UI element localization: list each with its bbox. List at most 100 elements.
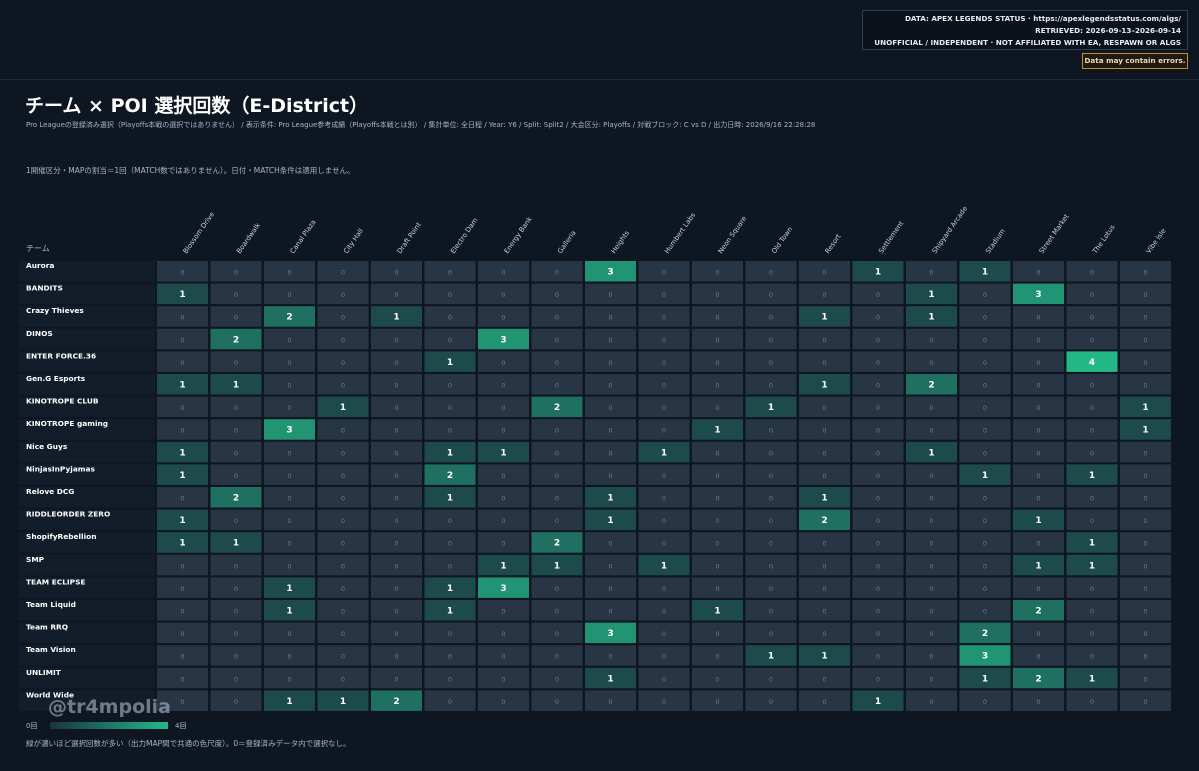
heatmap-cell <box>157 464 208 485</box>
heatmap-cell <box>1013 554 1064 576</box>
row-label: World Wide <box>26 690 74 699</box>
row-label-band <box>19 554 155 576</box>
heatmap-cell <box>906 374 957 395</box>
cell-value: 1 <box>768 652 774 662</box>
heatmap-cell <box>692 374 743 395</box>
cell-value: 2 <box>554 539 560 549</box>
cell-value: 0 <box>715 291 719 299</box>
cell-value: 0 <box>876 472 880 480</box>
cell-value: 0 <box>501 517 505 525</box>
cell-value: 0 <box>1036 494 1040 502</box>
cell-value: 0 <box>287 562 291 570</box>
cell-value: 0 <box>769 359 773 367</box>
cell-value: 0 <box>501 698 505 706</box>
cell-value: 0 <box>287 472 291 480</box>
heatmap-cell <box>852 306 904 327</box>
heatmap-cell <box>906 328 957 350</box>
cell-value: 0 <box>715 630 719 638</box>
cell-value: 0 <box>822 540 826 548</box>
heatmap-cell <box>745 374 797 395</box>
heatmap-cell <box>478 374 529 395</box>
cell-value: 0 <box>180 494 184 502</box>
cell-value: 2 <box>233 335 239 345</box>
cell-value: 2 <box>821 516 827 526</box>
heatmap-cell <box>264 261 315 282</box>
cell-value: 0 <box>1036 359 1040 367</box>
heatmap-cell <box>959 419 1011 440</box>
heatmap-cell <box>852 554 904 576</box>
heatmap-cell <box>745 283 797 305</box>
cell-value: 0 <box>555 653 559 661</box>
heatmap-cell <box>317 690 369 711</box>
cell-value: 0 <box>341 494 345 502</box>
cell-value: 0 <box>715 698 719 706</box>
cell-value: 0 <box>876 404 880 412</box>
cell-value: 0 <box>555 585 559 593</box>
row-label: Gen.G Esports <box>26 374 86 383</box>
heatmap-cell <box>638 306 690 327</box>
cell-value: 0 <box>1090 268 1094 276</box>
row-label: KINOTROPE CLUB <box>26 397 99 406</box>
cell-value: 0 <box>341 427 345 435</box>
cell-value: 0 <box>876 653 880 661</box>
cell-value: 0 <box>341 562 345 570</box>
cell-value: 0 <box>341 472 345 480</box>
heatmap-cell <box>799 374 850 395</box>
count-note: 1開催区分・MAPの割当＝1回（MATCH数ではありません）。日付・MATCH条… <box>26 166 355 175</box>
cell-value: 0 <box>555 427 559 435</box>
heatmap-cell <box>745 600 797 621</box>
cell-value: 0 <box>180 359 184 367</box>
cell-value: 0 <box>1090 494 1094 502</box>
heatmap-cell <box>852 487 904 508</box>
heatmap-cell <box>1013 306 1064 327</box>
column-label: Resort <box>824 232 843 255</box>
row-label-band <box>19 622 155 644</box>
cell-value: 0 <box>715 517 719 525</box>
heatmap-cell <box>906 667 957 689</box>
error-warning-badge: Data may contain errors. <box>1082 53 1188 69</box>
cell-value: 0 <box>662 359 666 367</box>
cell-value: 0 <box>287 336 291 344</box>
heatmap-cell <box>424 690 476 711</box>
heatmap-cell <box>959 396 1011 418</box>
heatmap-cell <box>745 645 797 666</box>
heatmap-cell <box>852 532 904 553</box>
heatmap-cell <box>906 283 957 305</box>
heatmap-cell <box>638 645 690 666</box>
heatmap-cell <box>906 464 957 485</box>
cell-value: 0 <box>876 630 880 638</box>
cell-value: 2 <box>982 629 988 639</box>
heatmap-cell <box>371 283 422 305</box>
cell-value: 0 <box>180 675 184 683</box>
cell-value: 0 <box>876 585 880 593</box>
cell-value: 0 <box>769 268 773 276</box>
cell-value: 0 <box>341 607 345 615</box>
row-label-band <box>19 577 155 598</box>
column-label: Draft Point <box>396 221 423 255</box>
cell-value: 0 <box>929 472 933 480</box>
column-label: Street Market <box>1038 212 1071 255</box>
heatmap-cell <box>799 283 850 305</box>
cell-value: 0 <box>822 607 826 615</box>
heatmap-cell <box>157 351 208 372</box>
heatmap-cell <box>210 419 262 440</box>
row-label: DINOS <box>26 329 53 338</box>
heatmap-cell <box>852 600 904 621</box>
heatmap-cell <box>692 396 743 418</box>
heatmap-cell <box>799 351 850 372</box>
cell-value: 0 <box>448 540 452 548</box>
heatmap-cell <box>424 283 476 305</box>
heatmap-cell <box>852 328 904 350</box>
legend-color-scale <box>50 722 168 729</box>
heatmap-cell <box>478 577 529 598</box>
heatmap-cell <box>317 667 369 689</box>
heatmap-cell <box>585 509 636 531</box>
heatmap-cell <box>1120 509 1171 531</box>
cell-value: 0 <box>448 427 452 435</box>
heatmap-cell <box>638 419 690 440</box>
cell-value: 1 <box>233 539 239 549</box>
row-label-band <box>19 374 155 395</box>
cell-value: 0 <box>180 653 184 661</box>
cell-value: 0 <box>929 698 933 706</box>
